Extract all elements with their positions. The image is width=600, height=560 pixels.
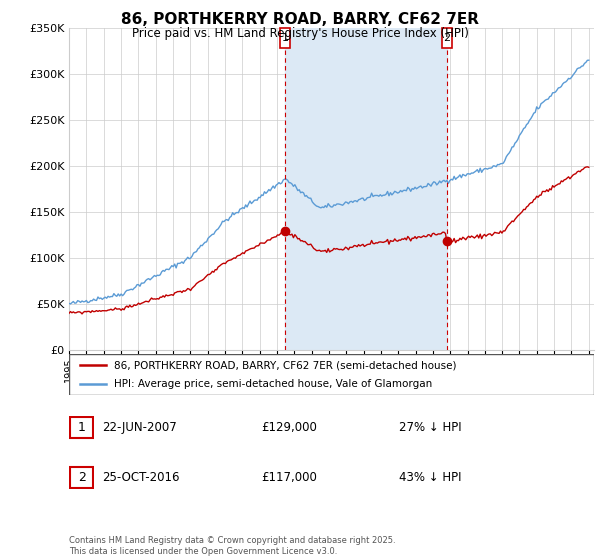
Text: 2: 2 bbox=[443, 33, 451, 43]
Text: 1: 1 bbox=[77, 421, 86, 435]
Text: 1: 1 bbox=[281, 33, 289, 43]
Text: 2: 2 bbox=[77, 470, 86, 484]
Bar bbox=[442, 28, 452, 48]
Text: £129,000: £129,000 bbox=[261, 421, 317, 435]
Text: HPI: Average price, semi-detached house, Vale of Glamorgan: HPI: Average price, semi-detached house,… bbox=[113, 379, 432, 389]
Bar bbox=[280, 28, 290, 48]
Bar bbox=[285, 28, 447, 350]
Text: 86, PORTHKERRY ROAD, BARRY, CF62 7ER: 86, PORTHKERRY ROAD, BARRY, CF62 7ER bbox=[121, 12, 479, 27]
Text: Contains HM Land Registry data © Crown copyright and database right 2025.
This d: Contains HM Land Registry data © Crown c… bbox=[69, 536, 395, 556]
Text: 22-JUN-2007: 22-JUN-2007 bbox=[102, 421, 177, 435]
Text: 27% ↓ HPI: 27% ↓ HPI bbox=[399, 421, 461, 435]
Text: 25-OCT-2016: 25-OCT-2016 bbox=[102, 470, 179, 484]
Text: 43% ↓ HPI: 43% ↓ HPI bbox=[399, 470, 461, 484]
Text: Price paid vs. HM Land Registry's House Price Index (HPI): Price paid vs. HM Land Registry's House … bbox=[131, 27, 469, 40]
Text: £117,000: £117,000 bbox=[261, 470, 317, 484]
Text: 86, PORTHKERRY ROAD, BARRY, CF62 7ER (semi-detached house): 86, PORTHKERRY ROAD, BARRY, CF62 7ER (se… bbox=[113, 361, 456, 370]
